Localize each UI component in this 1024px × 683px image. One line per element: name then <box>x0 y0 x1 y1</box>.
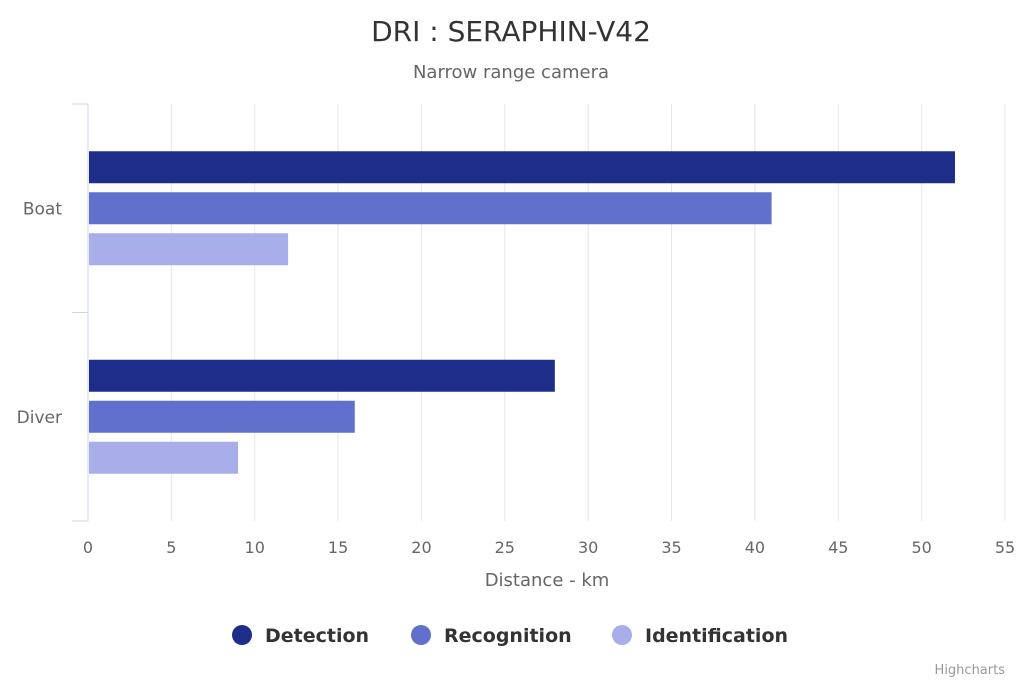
category-label: Diver <box>17 408 62 428</box>
legend-item-detection[interactable]: Detection <box>232 625 369 647</box>
bar-recognition-boat[interactable] <box>89 192 772 225</box>
legend-marker <box>411 625 431 645</box>
x-tick-label: 30 <box>578 538 598 557</box>
bar-identification-boat[interactable] <box>89 233 289 266</box>
legend-marker <box>232 625 252 645</box>
legend-label: Recognition <box>444 625 572 647</box>
x-tick-label: 55 <box>995 538 1015 557</box>
category-labels: Boat Diver <box>17 199 63 428</box>
bar-identification-diver[interactable] <box>89 441 239 474</box>
x-tick-label: 15 <box>328 538 348 557</box>
x-tick-labels: 0 5 10 15 20 25 30 35 40 45 50 55 <box>83 538 1015 557</box>
legend-item-recognition[interactable]: Recognition <box>411 625 572 647</box>
bar-recognition-diver[interactable] <box>89 400 355 433</box>
credits[interactable]: Highcharts <box>935 663 1006 678</box>
x-tick-label: 0 <box>83 538 93 557</box>
bar-detection-boat[interactable] <box>89 151 955 184</box>
chart-subtitle: Narrow range camera <box>413 62 609 83</box>
x-tick-label: 25 <box>495 538 515 557</box>
legend: Detection Recognition Identification <box>232 625 788 647</box>
x-axis-title: Distance - km <box>485 570 610 591</box>
x-tick-label: 45 <box>828 538 848 557</box>
legend-label: Detection <box>265 625 369 647</box>
x-tick-label: 5 <box>166 538 176 557</box>
bar-detection-diver[interactable] <box>89 359 555 392</box>
x-tick-label: 10 <box>245 538 265 557</box>
chart-title: DRI : SERAPHIN-V42 <box>371 15 651 48</box>
x-tick-label: 20 <box>411 538 431 557</box>
category-label: Boat <box>23 199 62 219</box>
axes <box>72 103 89 522</box>
x-tick-label: 40 <box>745 538 765 557</box>
bars <box>89 151 955 474</box>
legend-marker <box>612 625 632 645</box>
legend-item-identification[interactable]: Identification <box>612 625 788 647</box>
x-tick-label: 50 <box>911 538 931 557</box>
x-tick-label: 35 <box>661 538 681 557</box>
legend-label: Identification <box>645 625 788 647</box>
